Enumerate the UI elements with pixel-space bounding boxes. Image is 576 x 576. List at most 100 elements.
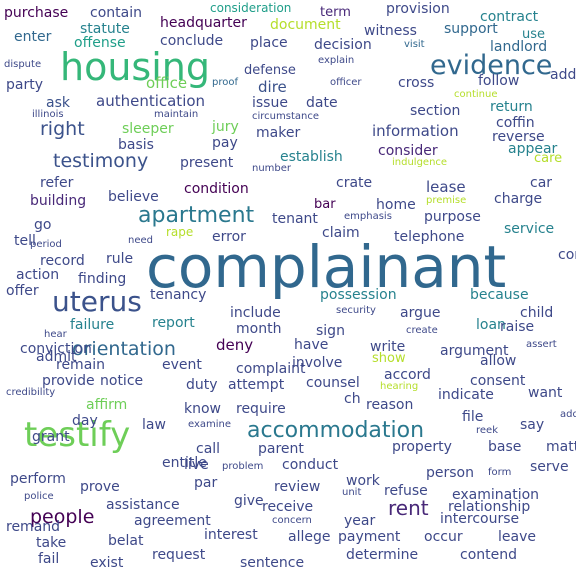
word: remand [6, 519, 61, 535]
word: assistance [106, 497, 180, 513]
word: serve [530, 459, 569, 475]
word: building [30, 193, 87, 209]
word: refer [40, 175, 74, 191]
word: witness [364, 23, 417, 39]
word: orientation [72, 338, 176, 360]
word: issue [252, 95, 288, 111]
word: party [6, 77, 43, 93]
word: concern [272, 515, 312, 526]
word: housing [60, 45, 210, 89]
word: document [270, 17, 341, 33]
word: year [344, 513, 376, 529]
word: information [372, 122, 459, 140]
word: relationship [448, 499, 531, 515]
word: conclude [160, 33, 224, 49]
word: follow [478, 73, 520, 89]
word: law [142, 417, 166, 433]
word: indulgence [392, 157, 448, 168]
word: pay [212, 135, 238, 151]
word: sentence [240, 555, 305, 571]
word: consideration [210, 1, 292, 15]
word: action [16, 267, 60, 283]
word: offer [6, 283, 39, 299]
word: service [504, 221, 555, 237]
word: raise [500, 319, 535, 335]
word: maintain [154, 109, 199, 120]
word: addition [560, 409, 576, 420]
word: remain [56, 357, 106, 373]
word: allow [480, 353, 517, 369]
word: because [470, 287, 529, 303]
word: accommodation [247, 418, 425, 443]
word: statute [80, 21, 130, 37]
word: perform [10, 471, 66, 487]
word: enter [14, 29, 52, 45]
word: record [40, 253, 85, 269]
word: provision [386, 1, 450, 17]
word: involve [292, 355, 343, 371]
word: person [426, 465, 474, 481]
word: condition [184, 181, 249, 197]
word: credibility [6, 387, 56, 398]
word: child [520, 305, 554, 321]
word: hearing [380, 381, 419, 392]
word: work [346, 473, 380, 489]
word: form [488, 467, 512, 478]
word: authentication [96, 92, 206, 110]
word: affirm [86, 397, 128, 413]
word: tenant [272, 211, 318, 227]
word: cross [398, 75, 435, 91]
word: parent [258, 441, 304, 457]
word: conviction [20, 341, 92, 357]
word: agreement [134, 513, 211, 529]
word: base [488, 439, 522, 455]
word: indicate [438, 387, 494, 403]
word: car [530, 175, 553, 191]
word: notice [100, 373, 144, 389]
word: know [184, 401, 221, 417]
word: term [320, 5, 351, 20]
word: write [370, 339, 406, 355]
word: people [30, 506, 95, 528]
word: payment [338, 529, 401, 545]
word: telephone [394, 229, 465, 245]
word: entitle [162, 455, 207, 471]
word: month [236, 321, 282, 337]
word: review [274, 479, 321, 495]
word: apartment [138, 203, 255, 228]
word: police [24, 491, 54, 502]
word: argument [440, 343, 509, 359]
word: duty [186, 377, 218, 393]
word: testify [24, 415, 131, 455]
word: conduct [282, 457, 339, 473]
word: accord [384, 367, 431, 383]
word: evidence [430, 50, 553, 81]
word: problem [222, 461, 264, 472]
word: continue [454, 89, 498, 100]
word: date [306, 95, 338, 111]
word: present [180, 155, 234, 171]
word: address [550, 67, 576, 83]
word: ch [344, 391, 361, 407]
word: rule [106, 251, 134, 267]
word: create [406, 325, 438, 336]
word: establish [280, 149, 343, 165]
word: right [40, 118, 85, 140]
word: allege [288, 529, 331, 545]
word: day [72, 413, 98, 429]
word: call [196, 441, 221, 457]
word: require [236, 401, 286, 417]
word: consent [470, 373, 526, 389]
word: contain [90, 5, 142, 21]
word: interest [204, 527, 258, 543]
word: want [528, 385, 563, 401]
word: reek [476, 425, 498, 436]
word: believe [108, 189, 159, 205]
word: consider [378, 143, 438, 159]
word: visit [404, 39, 425, 50]
word: contend [460, 547, 517, 563]
word: live [184, 457, 209, 473]
word: testimony [53, 150, 149, 172]
word: request [152, 547, 206, 563]
word: coffin [496, 115, 535, 131]
